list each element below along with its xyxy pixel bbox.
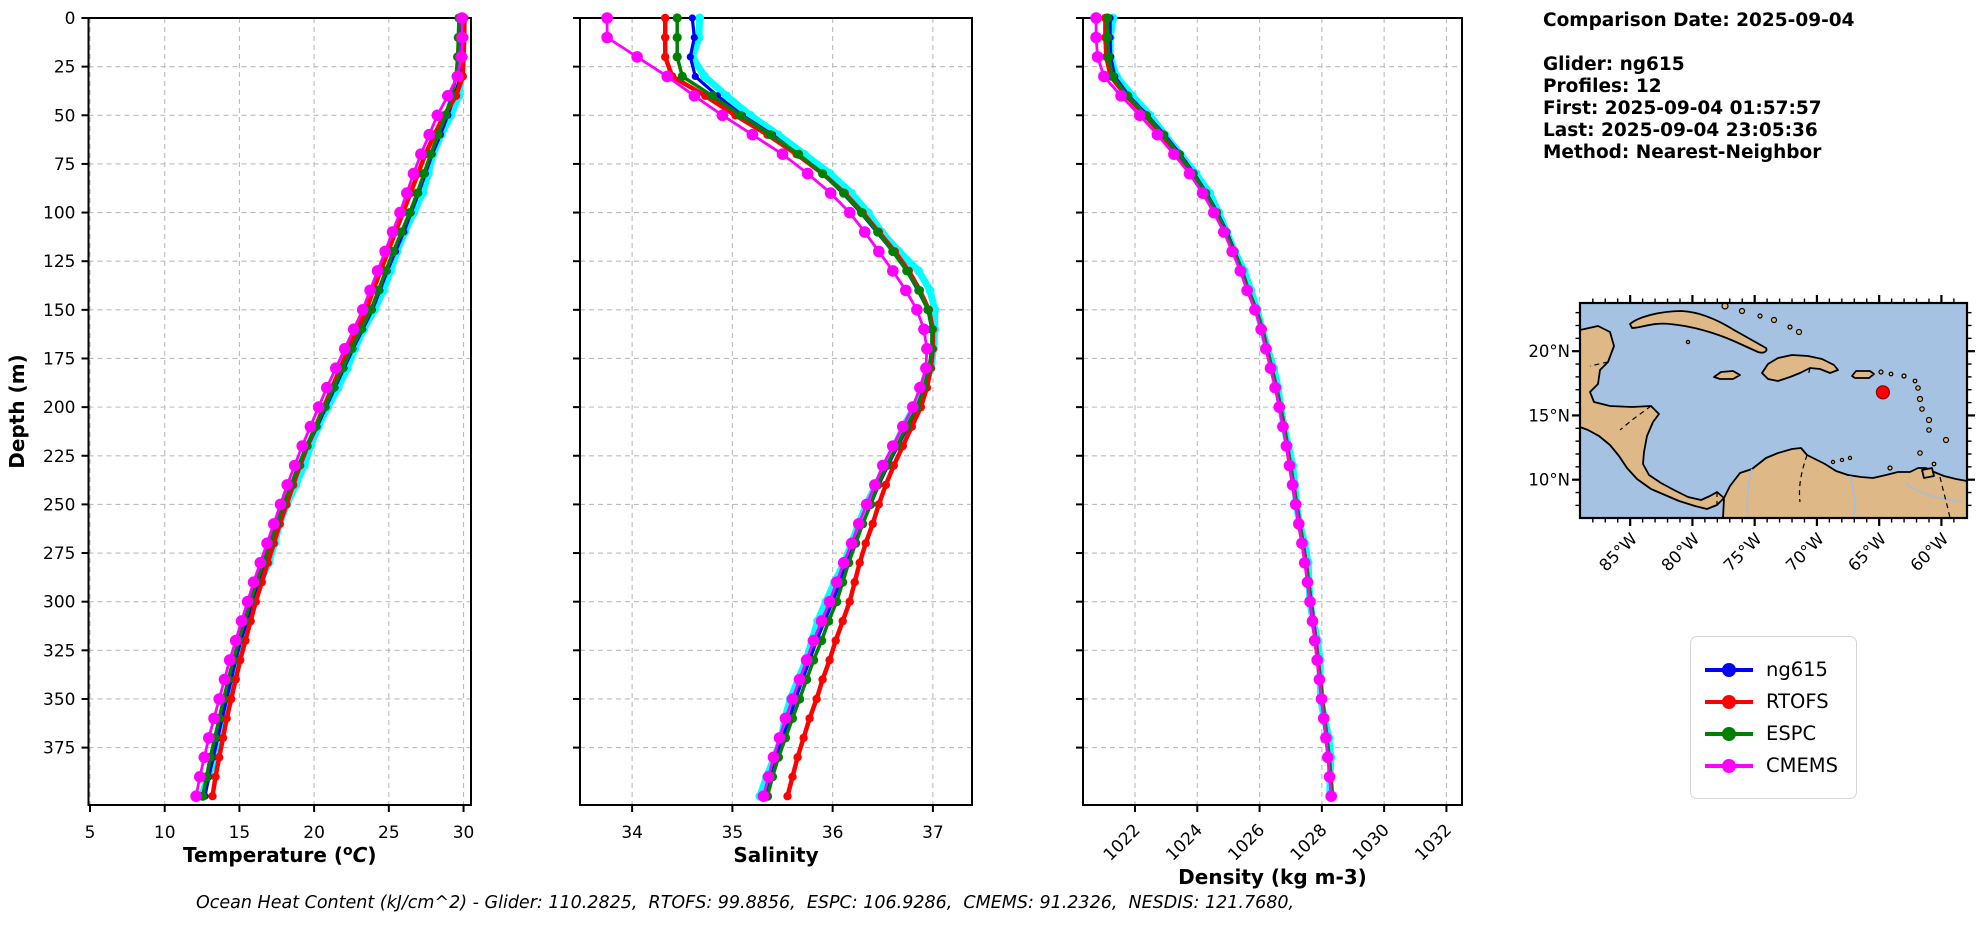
location-map: 20°N 15°N 10°N 85°W 80°W 75°W 70°W 65°W 60°W: [1528, 295, 1975, 575]
map-landmasses: [1579, 302, 1968, 519]
legend-label: ESPC: [1766, 722, 1817, 745]
svg-text:37: 37: [922, 823, 944, 843]
svg-text:75: 75: [54, 155, 76, 175]
svg-text:35: 35: [722, 823, 744, 843]
svg-text:375: 375: [43, 739, 75, 759]
hispaniola-land: [1761, 354, 1839, 382]
svg-text:150: 150: [43, 301, 75, 321]
svg-text:100: 100: [43, 204, 75, 224]
svg-text:25: 25: [378, 823, 400, 843]
series-CMEMS: [190, 12, 468, 802]
cuba-land: [1629, 310, 1768, 354]
svg-text:10: 10: [154, 823, 176, 843]
rtofs-line-marker-icon: [1705, 694, 1753, 709]
svg-text:325: 325: [43, 641, 75, 661]
south-america-land: [1722, 447, 1968, 519]
svg-text:25: 25: [54, 58, 76, 78]
svg-text:200: 200: [43, 398, 75, 418]
cmems-line-marker-icon: [1705, 758, 1753, 773]
legend-label: CMEMS: [1766, 754, 1838, 777]
legend-label: ng615: [1766, 658, 1828, 681]
map-rivers: [1746, 468, 1968, 519]
map-lon-label: 85°W: [1595, 529, 1641, 575]
svg-text:50: 50: [54, 106, 76, 126]
puerto-rico-land: [1851, 370, 1875, 379]
svg-text:Salinity: Salinity: [733, 843, 818, 867]
svg-text:5: 5: [85, 823, 96, 843]
svg-text:Density (kg m-3): Density (kg m-3): [1178, 865, 1367, 889]
svg-text:30: 30: [453, 823, 475, 843]
svg-text:175: 175: [43, 349, 75, 369]
info-spacer: [1543, 32, 1855, 54]
legend-label: RTOFS: [1766, 690, 1829, 713]
svg-text:300: 300: [43, 593, 75, 613]
central-america-land: [1579, 325, 1725, 510]
legend-item-espc: ESPC: [1705, 722, 1842, 745]
svg-text:1030: 1030: [1349, 820, 1394, 865]
svg-text:20: 20: [303, 823, 325, 843]
comparison-date-text: Comparison Date: 2025-09-04: [1543, 10, 1855, 31]
svg-text:1028: 1028: [1287, 820, 1332, 865]
svg-text:125: 125: [43, 252, 75, 272]
map-frame: [1578, 301, 1969, 520]
density-profile: 1022 1024 1026 1028 1030 1032 Density (kg m-3): [1076, 12, 1463, 889]
svg-text:275: 275: [43, 544, 75, 564]
map-lat-label: 15°N: [1528, 406, 1570, 425]
ocean-heat-content-text: Ocean Heat Content (kJ/cm^2) - Glider: 1…: [196, 893, 1295, 913]
map-country-borders: [1589, 361, 1951, 519]
glider-location-marker: [1875, 385, 1891, 400]
svg-text:1026: 1026: [1224, 820, 1269, 865]
temperature-profile: 0 25 50 75 100 125 150 175 200 225 250 275 300 325 350…: [5, 9, 474, 867]
svg-text:1024: 1024: [1162, 820, 1207, 865]
legend-item-cmems: CMEMS: [1705, 754, 1842, 777]
svg-text:1032: 1032: [1411, 820, 1456, 865]
last-time-text: Last: 2025-09-04 23:05:36: [1543, 120, 1818, 141]
map-lon-label: 65°W: [1844, 529, 1890, 575]
espc-line-marker-icon: [1705, 726, 1753, 741]
jamaica-land: [1713, 370, 1741, 380]
svg-text:36: 36: [822, 823, 844, 843]
series-CMEMS: [601, 12, 933, 802]
map-lon-label: 75°W: [1720, 529, 1766, 575]
method-text: Method: Nearest-Neighbor: [1543, 142, 1822, 163]
trinidad-land: [1921, 467, 1935, 479]
svg-text:250: 250: [43, 495, 75, 515]
series-CMEMS: [1090, 12, 1337, 802]
info-block: Comparison Date: 2025-09-04 Glider: ng61…: [1543, 10, 1855, 164]
map-lon-label: 60°W: [1907, 529, 1953, 575]
svg-text:15: 15: [229, 823, 251, 843]
svg-text:350: 350: [43, 690, 75, 710]
map-lat-label: 10°N: [1528, 471, 1570, 490]
svg-text:Depth (m): Depth (m): [5, 354, 29, 468]
svg-text:34: 34: [621, 823, 643, 843]
svg-text:Temperature (oC): Temperature (oC): [183, 843, 376, 867]
map-lat-label: 20°N: [1528, 342, 1570, 361]
map-lon-label: 70°W: [1782, 529, 1828, 575]
svg-text:0: 0: [65, 9, 76, 29]
legend-item-rtofs: RTOFS: [1705, 690, 1842, 713]
first-time-text: First: 2025-09-04 01:57:57: [1543, 98, 1822, 119]
profiles-count-text: Profiles: 12: [1543, 76, 1662, 97]
svg-text:1022: 1022: [1100, 820, 1145, 865]
chart-legend: ng615 RTOFS ESPC CMEMS: [1690, 636, 1857, 799]
svg-text:225: 225: [43, 447, 75, 467]
ng615-line-marker-icon: [1705, 662, 1753, 677]
map-lon-label: 80°W: [1658, 529, 1704, 575]
legend-item-ng615: ng615: [1705, 658, 1842, 681]
glider-name-text: Glider: ng615: [1543, 54, 1685, 75]
salinity-profile: 34 35 36 37 Salinity: [573, 12, 973, 867]
